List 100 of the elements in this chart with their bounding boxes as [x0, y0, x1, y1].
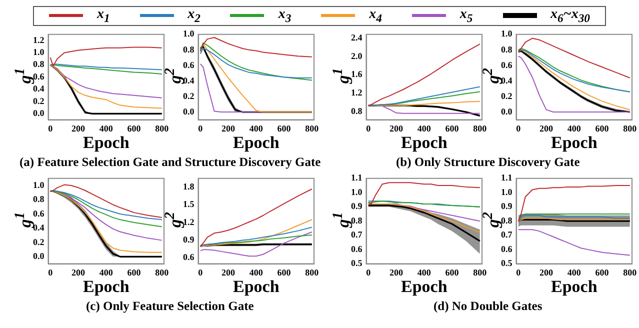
x-axis-title: Epoch: [400, 277, 448, 296]
y-tick-label: 0.4: [33, 84, 45, 94]
x-tick-label: 400: [99, 268, 114, 278]
y-tick-label: 0.2: [33, 236, 45, 247]
y-tick-label: 0.8: [501, 215, 513, 226]
x-tick-label: 800: [155, 124, 170, 134]
y-tick-label: 1.0: [501, 28, 513, 39]
y-tick-label: 0.6: [501, 60, 513, 70]
x-tick-label: 200: [221, 268, 236, 278]
x-tick-label: 400: [249, 268, 264, 278]
y-tick-label: 1.0: [351, 186, 363, 197]
x-axis-title: Epoch: [232, 277, 280, 296]
x-tick-label: 0: [366, 124, 372, 134]
x-tick-label: 800: [155, 268, 170, 278]
y-tick-label: 0.2: [183, 90, 195, 101]
x-tick-label: 0: [366, 268, 372, 278]
x-tick-label: 200: [389, 124, 404, 134]
x-tick-label: 400: [567, 124, 582, 134]
legend-label: x$_{4}$: [369, 7, 382, 25]
x-tick-label: 600: [277, 268, 292, 278]
y-tick-label: 1.2: [33, 34, 45, 45]
y-tick-label: 0.2: [33, 96, 45, 106]
y-tick-label: 0.0: [501, 106, 513, 116]
x-tick-label: 400: [99, 124, 114, 134]
x-tick-label: 600: [127, 268, 142, 278]
x-axis-title: Epoch: [82, 133, 130, 152]
y-tick-label: 0.5: [351, 258, 363, 268]
y-tick-label: 1.0: [33, 180, 45, 190]
y-tick-label: 0.8: [33, 59, 45, 70]
y-tick-label: 1.0: [501, 186, 513, 197]
y-tick-label: 0.4: [33, 222, 45, 233]
x-tick-label: 600: [445, 124, 460, 134]
y-tick-label: 1.0: [33, 47, 45, 58]
text: (d) No Double Gates: [434, 299, 542, 314]
x-tick-label: 0: [48, 268, 54, 278]
y-tick-label: 1.6: [351, 69, 363, 80]
x-axis-title: Epoch: [550, 277, 598, 296]
x-tick-label: 200: [221, 124, 236, 134]
legend-label: x$_{3}$: [278, 7, 292, 25]
x-tick-label: 600: [445, 268, 460, 278]
x-axis-title: Epoch: [232, 133, 280, 152]
y-tick-label: 1.1: [501, 172, 513, 183]
x-tick-label: 400: [567, 268, 582, 278]
x-tick-label: 400: [417, 268, 432, 278]
y-tick-label: 1.1: [351, 172, 363, 183]
x-tick-label: 0: [198, 268, 204, 278]
y-tick-label: 0.8: [351, 215, 363, 226]
y-tick-label: 1.2: [183, 216, 195, 227]
x-tick-label: 600: [127, 124, 142, 134]
y-tick-label: 0.6: [183, 60, 195, 70]
y-tick-label: 1.8: [183, 182, 195, 192]
y-tick-label: 2.4: [351, 32, 363, 42]
x-tick-label: 200: [539, 268, 554, 278]
x-tick-label: 800: [623, 268, 638, 278]
legend-label: x$_{6}$~x$_{30}$: [550, 7, 590, 25]
x-tick-label: 800: [623, 124, 638, 134]
y-tick-label: 1.2: [351, 88, 363, 98]
x-axis-title: Epoch: [82, 277, 130, 296]
y-tick-label: 0.4: [501, 75, 513, 86]
legend-label: x$_{5}$: [460, 7, 473, 25]
y-tick-label: 0.0: [33, 251, 45, 262]
x-tick-label: 600: [595, 268, 610, 278]
x-tick-label: 0: [48, 124, 54, 134]
x-tick-label: 600: [595, 124, 610, 134]
x-tick-label: 0: [516, 268, 522, 278]
text: (c) Only Feature Selection Gate: [86, 299, 254, 314]
y-tick-label: 0.8: [351, 106, 363, 116]
x-tick-label: 800: [305, 268, 320, 278]
y-tick-label: 0.7: [501, 230, 513, 240]
y-tick-label: 0.9: [351, 201, 363, 212]
x-tick-label: 800: [305, 124, 320, 134]
y-tick-label: 0.9: [183, 234, 195, 245]
x-axis-title: Epoch: [550, 133, 598, 152]
x-tick-label: 200: [71, 124, 86, 134]
y-tick-label: 0.6: [183, 252, 195, 262]
text: (b) Only Structure Discovery Gate: [396, 155, 580, 170]
x-tick-label: 200: [71, 268, 86, 278]
y-tick-label: 0.0: [33, 108, 45, 118]
y-tick-label: 0.4: [183, 75, 195, 86]
y-tick-label: 1.5: [183, 199, 195, 210]
y-tick-label: 0.8: [183, 44, 195, 54]
y-tick-label: 0.8: [33, 194, 45, 204]
y-tick-label: 0.5: [501, 258, 513, 268]
text: (a) Feature Selection Gate and Structure Discovery Gate: [20, 155, 321, 170]
legend-label: x$_{1}$: [96, 7, 110, 25]
y-tick-label: 0.7: [351, 230, 363, 240]
x-tick-label: 600: [277, 124, 292, 134]
y-tick-label: 0.2: [501, 90, 513, 101]
y-tick-label: 1.0: [183, 28, 195, 39]
y-tick-label: 0.6: [351, 244, 363, 254]
y-tick-label: 0.6: [33, 71, 45, 82]
x-tick-label: 200: [539, 124, 554, 134]
y-tick-label: 0.6: [33, 208, 45, 218]
x-tick-label: 800: [473, 268, 488, 278]
y-tick-label: 0.9: [501, 201, 513, 212]
x-tick-label: 400: [249, 124, 264, 134]
y-tick-label: 0.6: [501, 244, 513, 254]
y-tick-label: 0.0: [183, 106, 195, 116]
x-axis-title: Epoch: [400, 133, 448, 152]
legend-label: x$_{2}$: [188, 7, 200, 25]
